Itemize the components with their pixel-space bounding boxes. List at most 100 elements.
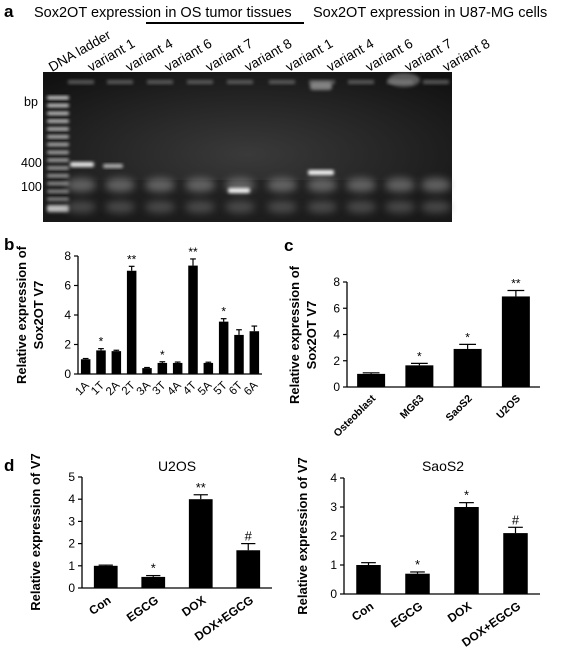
bar — [203, 362, 214, 374]
significance-mark: * — [417, 349, 422, 363]
gel-band — [103, 164, 123, 168]
x-tick-label: DOX — [445, 599, 474, 625]
gel-band — [388, 73, 420, 87]
y-tick-label: 4 — [330, 471, 337, 485]
y-tick-label: 2 — [68, 537, 75, 551]
bar — [453, 348, 482, 387]
bar — [357, 373, 386, 387]
ladder-band — [47, 111, 69, 116]
bar — [218, 321, 229, 374]
bar — [126, 270, 137, 374]
gel-band — [228, 188, 250, 193]
y-tick-label: 3 — [330, 500, 337, 514]
bar — [405, 573, 430, 594]
ladder-band — [47, 96, 69, 100]
x-tick-label: Con — [86, 593, 113, 618]
significance-mark: * — [465, 330, 470, 344]
chart-panel-c: Relative expression of Sox2OT V7 0 2 4 6 8 Oste… — [284, 236, 540, 439]
ladder-band — [47, 142, 69, 147]
bar — [142, 368, 152, 374]
primer-glow — [385, 178, 415, 192]
gel-band — [308, 170, 334, 175]
significance-mark: * — [221, 305, 226, 319]
x-tick-label: SaoS2 — [444, 393, 475, 424]
y-tick-label: 1 — [68, 559, 75, 573]
ladder-band — [47, 103, 69, 108]
significance-mark: * — [415, 557, 420, 572]
y-tick-label: 1 — [330, 558, 337, 572]
gel-marker-100: 100 — [21, 180, 42, 194]
significance-mark: * — [99, 335, 104, 349]
y-axis-label: Sox2OT V7 — [304, 301, 319, 370]
primer-glow — [421, 178, 451, 192]
y-tick-label: 0 — [64, 367, 71, 381]
ladder-band — [47, 166, 69, 170]
gel-well — [68, 80, 94, 84]
y-tick-label: 6 — [333, 301, 340, 315]
primer-glow — [385, 201, 415, 213]
bar — [96, 350, 106, 374]
ladder-band — [47, 119, 69, 123]
primer-glow — [225, 201, 255, 213]
bar — [454, 507, 479, 594]
gel-header-cells: Sox2OT expression in U87-MG cells — [313, 5, 547, 21]
y-tick-label: 4 — [68, 492, 75, 506]
chart-panel-d-u2os: U2OS Relative expression of V7 0 1 2 3 4 5 Con * E… — [4, 453, 272, 644]
gel-image — [43, 72, 452, 222]
chart-panel-d-saos2: SaoS2 Relative expression of V7 0 1 2 3 4 Con * E… — [295, 457, 540, 650]
primer-glow — [66, 178, 96, 192]
y-tick-label: 2 — [333, 354, 340, 368]
gel-header-tumor: Sox2OT expression in OS tumor tissues — [34, 5, 292, 21]
gel-well — [227, 80, 253, 84]
bar — [93, 565, 118, 588]
bar — [172, 362, 183, 374]
bar — [405, 365, 434, 387]
y-tick-label: 2 — [330, 529, 337, 543]
significance-mark: ** — [188, 245, 198, 259]
x-tick-label: Con — [349, 599, 376, 624]
bar — [236, 550, 261, 588]
y-tick-label: 8 — [333, 275, 340, 289]
bar — [249, 331, 260, 374]
significance-mark: ** — [196, 480, 206, 495]
y-axis-label: Relative expression of V7 — [295, 457, 310, 615]
bar — [501, 296, 530, 387]
bar — [188, 265, 198, 374]
ladder-band — [47, 197, 69, 201]
x-tick-label: DOX — [179, 593, 208, 619]
primer-glow — [105, 178, 135, 192]
gel-marker-400: 400 — [21, 156, 42, 170]
y-tick-label: 5 — [68, 470, 75, 484]
significance-mark: * — [160, 348, 165, 362]
primer-glow — [307, 201, 337, 213]
bar — [356, 565, 381, 594]
x-tick-label: EGCG — [124, 593, 161, 625]
bar — [188, 499, 213, 588]
x-tick-label: MG63 — [398, 393, 427, 422]
primer-glow — [307, 178, 337, 192]
panel-letter: c — [284, 236, 293, 255]
y-tick-label: 8 — [64, 249, 71, 263]
primer-glow — [185, 201, 215, 213]
panel-letter: d — [4, 456, 14, 475]
significance-mark: * — [464, 488, 469, 503]
y-axis-label: Sox2OT V7 — [31, 281, 46, 350]
primer-glow — [145, 178, 175, 192]
chart-title: U2OS — [158, 458, 196, 474]
significance-mark: ** — [511, 277, 521, 291]
gel-well — [187, 80, 213, 84]
bar — [234, 334, 244, 374]
bar — [111, 351, 122, 374]
primer-glow — [346, 178, 376, 192]
y-tick-label: 4 — [333, 328, 340, 342]
primer-glow — [267, 178, 297, 192]
ladder-band — [47, 205, 69, 212]
y-axis-label: Relative expression of V7 — [28, 453, 43, 611]
bar — [503, 533, 528, 594]
primer-glow — [267, 201, 297, 213]
y-tick-label: 0 — [333, 380, 340, 394]
x-tick-label: 6A — [242, 379, 261, 398]
ladder-band — [47, 127, 69, 131]
